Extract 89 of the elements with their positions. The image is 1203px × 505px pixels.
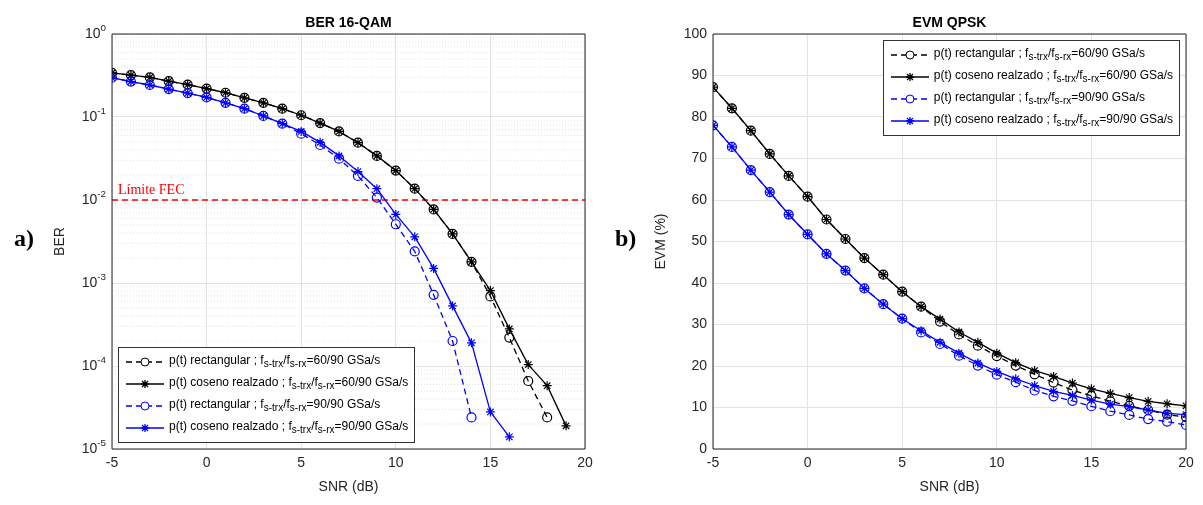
x-axis-title: SNR (dB): [919, 477, 980, 494]
x-tick-label: 5: [297, 453, 306, 470]
y-tick-label: 0: [699, 439, 708, 456]
point: [1067, 384, 1078, 396]
point: [1029, 365, 1040, 376]
y-tick-label: 50: [691, 232, 708, 249]
chart-title: BER 16-QAM: [305, 13, 392, 30]
point: [1161, 398, 1173, 409]
point: [1086, 394, 1097, 406]
y-tick-label: 40: [691, 273, 708, 290]
x-tick-label: 10: [989, 453, 1005, 470]
legend-label: p(t) coseno realzado ; f$_{s-trx}$/f$_{s-rx}$=60/90 GSa/s: [933, 66, 1173, 87]
legend-label: p(t) coseno realzado ; f$_{s-trx}$/f$_{s-rx}$=90/90 GSa/s: [169, 417, 409, 438]
point: [409, 246, 420, 257]
point: [1067, 390, 1078, 401]
point: [447, 335, 458, 347]
point: [560, 420, 572, 431]
y-axis-title: EVM (%): [651, 213, 668, 270]
point: [1086, 390, 1097, 401]
point: [409, 231, 420, 242]
x-tick-label: 20: [1178, 453, 1194, 470]
point: [1029, 369, 1040, 380]
y-tick-label: 10: [691, 398, 708, 415]
point: [371, 183, 382, 194]
point: [390, 209, 401, 220]
point: [1010, 377, 1021, 388]
x-tick-label: 20: [577, 453, 593, 470]
point: [1086, 401, 1097, 412]
point: [1143, 414, 1154, 425]
point: [1029, 385, 1040, 396]
point: [504, 332, 515, 343]
point: [1124, 392, 1135, 403]
x-tick-label: -5: [105, 453, 119, 470]
legend-label: p(t) coseno realzado ; f$_{s-trx}$/f$_{s-rx}$=90/90 GSa/s: [933, 110, 1173, 131]
point: [1029, 380, 1040, 391]
legend-label: p(t) coseno realzado ; f$_{s-trx}$/f$_{s-rx}$=60/90 GSa/s: [169, 373, 409, 394]
point: [485, 406, 496, 417]
point: [447, 300, 458, 311]
y-axis-title: BER: [50, 227, 67, 256]
y-tick-label: 30: [691, 315, 708, 332]
y-tick-label: 20: [691, 356, 708, 373]
point: [466, 412, 477, 423]
legend-label: p(t) rectangular ; f$_{s-trx}$/f$_{s-rx}$=90/90 GSa/s: [169, 395, 381, 416]
point: [523, 375, 534, 387]
point: [428, 263, 439, 274]
x-tick-label: 5: [898, 453, 907, 470]
point: [1124, 409, 1135, 421]
point: [1086, 383, 1097, 394]
point: [1067, 395, 1078, 406]
x-tick-label: 15: [482, 453, 499, 470]
point: [1048, 391, 1059, 402]
point: [1048, 386, 1059, 397]
point: [1048, 377, 1059, 388]
x-tick-label: -5: [706, 453, 720, 470]
x-tick-label: 15: [1083, 453, 1100, 470]
point: [504, 323, 515, 334]
point: [523, 359, 534, 370]
y-tick-label: 100: [683, 24, 708, 41]
y-tick-label: 80: [691, 107, 708, 124]
point: [1067, 377, 1078, 389]
point: [466, 337, 477, 348]
point: [485, 291, 496, 302]
point: [390, 219, 401, 230]
point: [542, 380, 553, 391]
x-tick-label: 0: [803, 453, 812, 470]
x-tick-label: 10: [388, 453, 404, 470]
point: [542, 412, 553, 423]
text: a): [14, 225, 34, 252]
y-tick-label: 70: [691, 149, 708, 166]
text: b): [615, 225, 637, 252]
x-tick-label: 0: [202, 453, 211, 470]
point: [1010, 373, 1021, 384]
point: [1161, 416, 1173, 427]
point: [1048, 371, 1059, 382]
point: [428, 289, 439, 300]
ref-line-label: Límite FEC: [118, 181, 185, 197]
y-tick-label: 90: [691, 66, 708, 83]
point: [1105, 406, 1116, 417]
x-axis-title: SNR (dB): [318, 477, 379, 494]
point: [1105, 388, 1116, 399]
legend-label: p(t) rectangular ; f$_{s-trx}$/f$_{s-rx}$=60/90 GSa/s: [933, 44, 1145, 65]
legend-label: p(t) rectangular ; f$_{s-trx}$/f$_{s-rx}$=90/90 GSa/s: [933, 88, 1145, 109]
point: [504, 431, 515, 442]
point: [371, 192, 382, 203]
y-tick-label: 60: [691, 190, 708, 207]
legend-label: p(t) rectangular ; f$_{s-trx}$/f$_{s-rx}$=60/90 GSa/s: [169, 351, 381, 372]
point: [352, 166, 364, 177]
chart-title: EVM QPSK: [912, 13, 987, 30]
point: [485, 285, 496, 296]
